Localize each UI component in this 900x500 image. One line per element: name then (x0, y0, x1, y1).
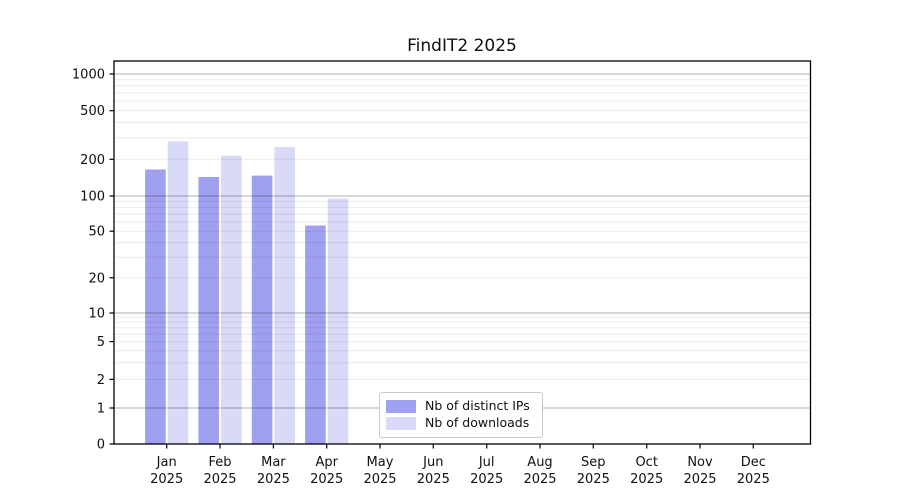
x-tick-label-month-nov: Nov (687, 455, 713, 470)
x-tick-label-year-sep: 2025 (577, 472, 610, 487)
y-tick-label-500: 500 (80, 104, 105, 119)
legend-label-distinct-ips: Nb of distinct IPs (425, 398, 530, 414)
bar-downloads-jan (167, 141, 189, 445)
x-tick-label-year-oct: 2025 (630, 472, 663, 487)
x-tick-label-month-mar: Mar (261, 455, 286, 470)
y-tick-label-20: 20 (88, 271, 105, 286)
x-tick-label-year-apr: 2025 (310, 472, 343, 487)
legend-swatch-distinct-ips (386, 400, 416, 413)
x-tick-label-month-may: May (367, 455, 394, 470)
x-tick-label-year-jan: 2025 (150, 472, 183, 487)
bar-downloads-feb (221, 155, 242, 444)
y-tick-label-10: 10 (88, 307, 105, 322)
chart-title: FindIT2 2025 (407, 36, 517, 56)
legend-item-distinct-ips: Nb of distinct IPs (386, 400, 536, 413)
bar-ips-feb (198, 177, 219, 444)
x-tick-label-month-jul: Jul (478, 455, 495, 470)
y-tick-label-50: 50 (88, 225, 105, 240)
legend-swatch-downloads (386, 417, 416, 430)
y-tick-label-2: 2 (97, 373, 105, 388)
legend-item-downloads: Nb of downloads (386, 417, 536, 430)
x-tick-label-year-dec: 2025 (737, 472, 770, 487)
x-tick-label-year-aug: 2025 (523, 472, 556, 487)
x-tick-label-year-jul: 2025 (470, 472, 503, 487)
x-tick-label-month-apr: Apr (315, 455, 338, 470)
legend-label-downloads: Nb of downloads (425, 415, 530, 431)
bar-ips-mar (251, 175, 273, 444)
x-tick-label-month-dec: Dec (741, 455, 766, 470)
x-tick-label-month-jan: Jan (156, 455, 177, 470)
x-tick-label-year-nov: 2025 (683, 472, 716, 487)
y-tick-label-1000: 1000 (72, 68, 105, 83)
axes-box (113, 60, 812, 445)
y-tick-label-5: 5 (97, 335, 105, 350)
legend: Nb of distinct IPs Nb of downloads (379, 392, 543, 438)
x-tick-label-month-sep: Sep (581, 455, 606, 470)
bar-downloads-apr (327, 198, 349, 444)
x-tick-label-year-mar: 2025 (257, 472, 290, 487)
bar-ips-apr (305, 225, 326, 444)
x-tick-label-month-oct: Oct (635, 455, 657, 470)
y-tick-label-100: 100 (80, 190, 105, 205)
x-tick-label-year-feb: 2025 (203, 472, 236, 487)
x-tick-label-month-jun: Jun (422, 455, 443, 470)
y-tick-label-200: 200 (80, 153, 105, 168)
x-tick-label-year-may: 2025 (363, 472, 396, 487)
bar-ips-jan (145, 169, 166, 444)
bar-downloads-mar (274, 147, 295, 444)
y-tick-label-1: 1 (97, 402, 105, 417)
x-tick-label-year-jun: 2025 (417, 472, 450, 487)
x-tick-label-month-feb: Feb (208, 455, 231, 470)
y-tick-label-0: 0 (97, 438, 105, 453)
x-tick-label-month-aug: Aug (527, 455, 552, 470)
